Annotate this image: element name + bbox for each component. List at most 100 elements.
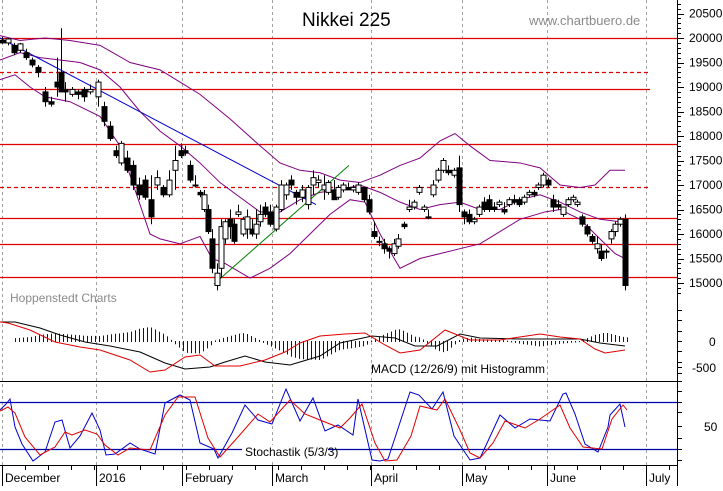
candle — [209, 229, 216, 274]
candle — [345, 182, 352, 191]
bearish-candle-body — [101, 106, 108, 122]
bullish-candle-body — [273, 206, 280, 230]
month-label: March — [275, 471, 308, 485]
bearish-candle-body — [197, 191, 204, 196]
candle — [540, 172, 547, 188]
support-resistance-lines — [0, 37, 677, 279]
candle — [197, 189, 204, 198]
bullish-candle-body — [235, 211, 242, 215]
candle — [622, 214, 629, 291]
month-label: December — [5, 471, 60, 485]
candle — [273, 204, 280, 232]
bullish-candle-body — [565, 199, 572, 206]
bullish-candle-body — [283, 184, 290, 196]
bullish-candle-body — [154, 177, 161, 186]
candle — [451, 167, 458, 178]
candle — [58, 28, 65, 93]
candle — [293, 189, 300, 205]
candle — [461, 209, 468, 225]
bearish-candle-body — [293, 191, 300, 198]
bearish-candle-body — [58, 71, 65, 93]
bollinger-upper-band — [0, 35, 625, 188]
candle — [476, 204, 483, 217]
bullish-candle-body — [87, 88, 94, 93]
candle — [23, 48, 30, 61]
candle — [182, 145, 189, 156]
bearish-candle-body — [516, 199, 523, 206]
bullish-candle-body — [244, 216, 251, 230]
candle — [421, 204, 428, 212]
candle — [231, 219, 238, 244]
bearish-candle-body — [456, 167, 463, 206]
macd-panel — [0, 321, 628, 373]
candle — [62, 82, 69, 102]
month-label: July — [649, 471, 670, 485]
stochastic-panel — [0, 387, 677, 462]
bullish-candle-body — [17, 43, 24, 51]
stochastic-label: Stochastik (5/3/3) — [245, 445, 338, 459]
candle — [608, 229, 615, 244]
bearish-candle-body — [545, 179, 552, 186]
bearish-candle-body — [466, 213, 473, 223]
candle — [48, 96, 55, 107]
candle — [560, 206, 567, 217]
candle — [154, 170, 161, 190]
month-label: 2016 — [99, 471, 126, 485]
candle — [603, 248, 610, 259]
bearish-candle-body — [182, 150, 189, 154]
candle — [257, 204, 264, 227]
bearish-candle-body — [401, 223, 408, 228]
bullish-candle-body — [612, 223, 619, 233]
bullish-candle-body — [257, 213, 264, 223]
candle — [435, 167, 442, 183]
price-tick-label: 20500 — [689, 7, 723, 21]
bearish-candle-body — [371, 231, 378, 237]
bearish-candle-body — [481, 201, 488, 210]
candle — [283, 182, 290, 200]
signal-line — [0, 321, 626, 373]
candle — [466, 209, 473, 225]
candle — [315, 175, 322, 188]
bollinger-lower-band — [0, 74, 626, 279]
bearish-candle-body — [622, 218, 629, 286]
candle — [445, 165, 452, 176]
candle — [594, 236, 601, 254]
candle — [160, 185, 167, 198]
price-tick-label: 17000 — [689, 178, 723, 192]
macd-tick-label: -500 — [692, 361, 716, 375]
bullish-candle-body — [305, 186, 312, 206]
candle — [395, 234, 402, 249]
candle — [253, 209, 260, 239]
candle — [244, 209, 251, 239]
price-candles — [0, 28, 629, 291]
price-tick-label: 15000 — [689, 276, 723, 290]
bearish-candle-body — [209, 238, 216, 269]
bearish-candle-body — [124, 157, 131, 171]
bullish-candle-body — [416, 186, 423, 193]
bearish-candle-body — [531, 191, 538, 196]
candle — [406, 199, 413, 212]
bullish-candle-body — [617, 218, 624, 225]
bullish-candle-body — [278, 184, 285, 210]
bearish-candle-body — [491, 206, 498, 211]
bullish-candle-body — [201, 194, 208, 211]
candle — [516, 197, 523, 208]
bearish-candle-body — [386, 248, 393, 252]
price-tick-label: 20000 — [689, 31, 723, 45]
bearish-candle-body — [35, 66, 42, 73]
bearish-candle-body — [267, 211, 274, 225]
bearish-candle-body — [205, 209, 212, 233]
candle — [355, 182, 362, 195]
bearish-candle-body — [48, 101, 55, 105]
watermark-link[interactable]: www.chartbuero.de — [528, 13, 640, 28]
price-tick-label: 18000 — [689, 129, 723, 143]
macd-tick-label: 0 — [709, 335, 716, 349]
bearish-candle-body — [550, 199, 557, 208]
bullish-candle-body — [5, 38, 12, 44]
candle — [136, 177, 143, 200]
candle — [425, 209, 432, 220]
candle — [456, 155, 463, 212]
price-tick-label: 18500 — [689, 105, 723, 119]
bearish-candle-body — [130, 164, 137, 186]
candle — [531, 189, 538, 198]
